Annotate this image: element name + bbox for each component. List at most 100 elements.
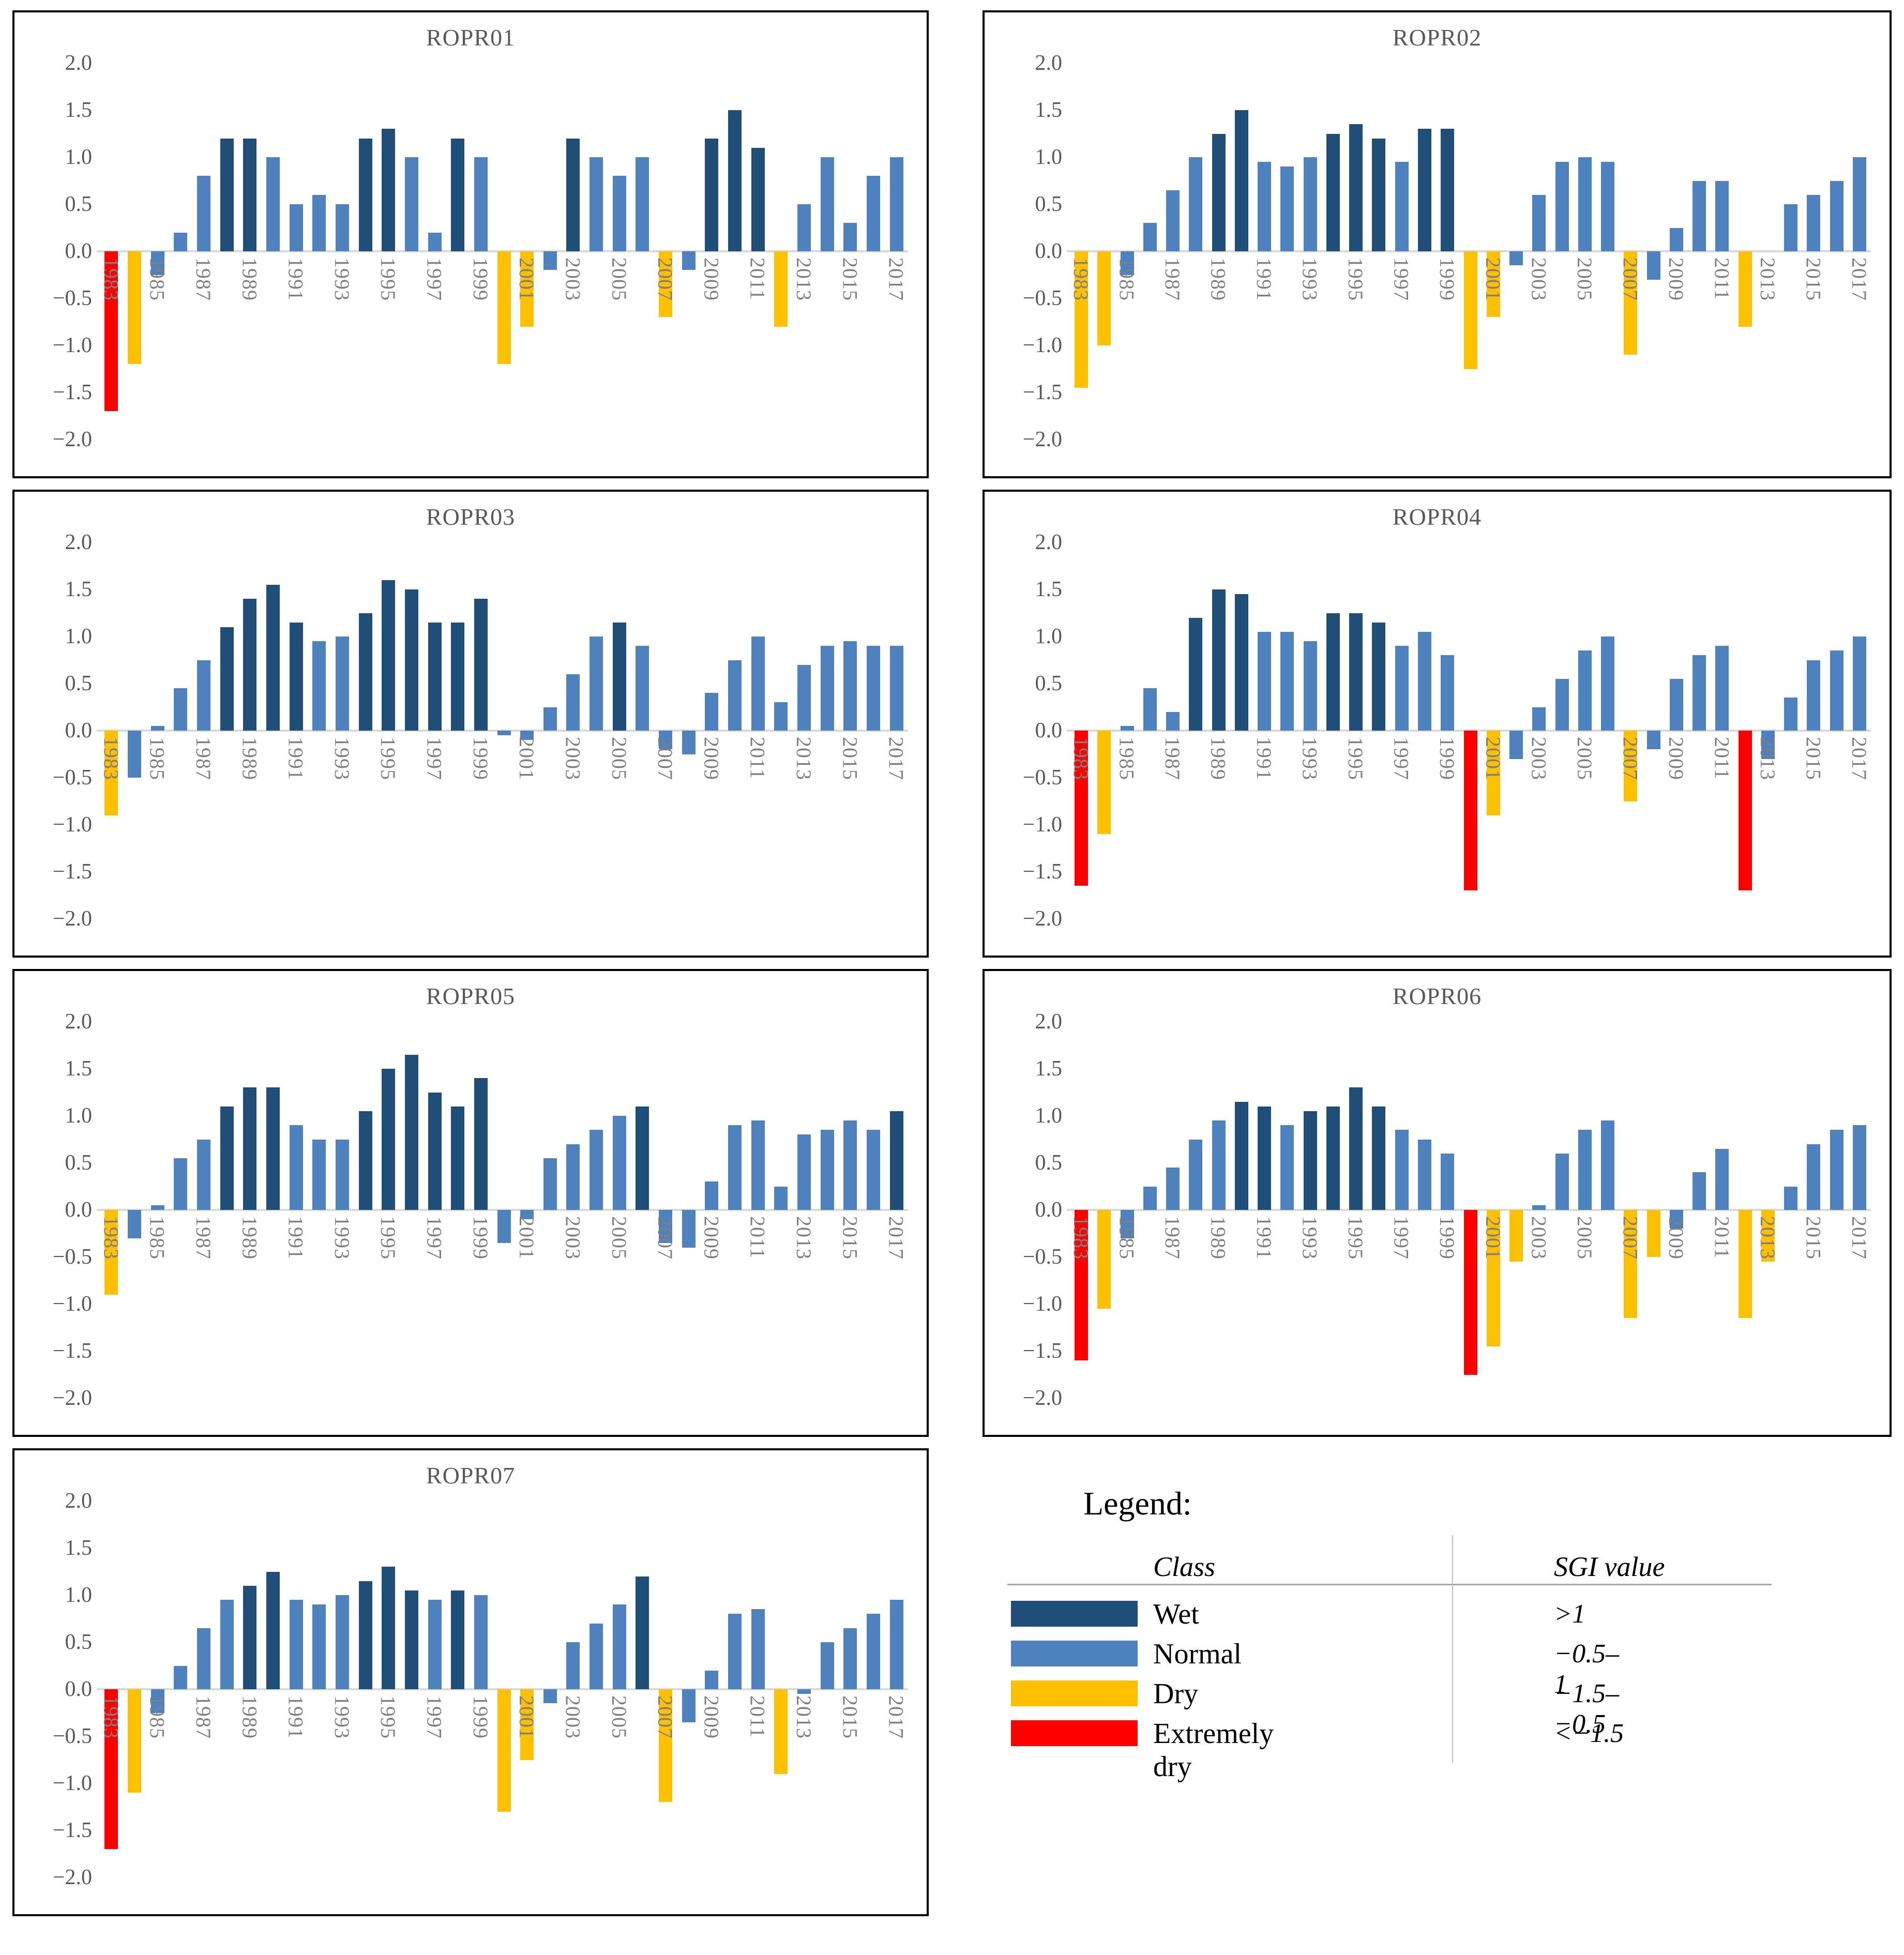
bar-1991 [289, 1125, 303, 1210]
y-tick-label: 0.5 [1035, 672, 1063, 695]
bar-1989 [243, 599, 257, 731]
bar-2012 [774, 1186, 788, 1210]
bar-2004 [590, 157, 603, 251]
bar-1987 [197, 1139, 210, 1210]
bar-2014 [820, 1642, 834, 1689]
x-tick-label-2009: 2009 [700, 257, 723, 301]
bar-2008 [682, 1689, 696, 1722]
bar-1997 [1395, 162, 1409, 251]
bar-1996 [404, 1054, 418, 1210]
y-tick-label: −1.0 [52, 1292, 92, 1316]
y-tick-label: 0.0 [1035, 719, 1063, 742]
y-tick-label: −0.5 [52, 1245, 92, 1269]
y-tick-label: −0.5 [1022, 286, 1062, 310]
bar-2004 [1555, 678, 1569, 731]
y-tick-label: 2.0 [65, 51, 93, 75]
bar-1991 [289, 204, 303, 251]
y-tick-label: 1.0 [1035, 625, 1063, 648]
x-tick-label-2011: 2011 [1710, 737, 1734, 780]
bar-1983 [104, 731, 118, 815]
bar-1994 [1326, 613, 1340, 731]
x-tick-label-1989: 1989 [1206, 1216, 1230, 1260]
bar-2006 [1601, 162, 1615, 251]
bar-1983 [1075, 251, 1089, 388]
bar-2009 [705, 1670, 719, 1689]
bar-2013 [1761, 1210, 1775, 1262]
bar-1989 [243, 1585, 257, 1689]
y-tick-label: −1.5 [1022, 860, 1062, 884]
x-tick-label-1985: 1985 [145, 737, 169, 780]
bar-2002 [543, 1689, 557, 1704]
x-tick-label-2011: 2011 [746, 737, 769, 780]
wet-color-swatch [1011, 1601, 1138, 1627]
x-tick-label-2007: 2007 [1619, 737, 1642, 780]
bar-1993 [1303, 157, 1317, 251]
x-tick-label-2015: 2015 [838, 257, 862, 301]
bar-1992 [312, 641, 326, 731]
bar-2004 [590, 1130, 603, 1210]
y-tick-label: −0.5 [1022, 1245, 1062, 1269]
y-tick-label: −1.0 [52, 334, 92, 357]
bar-2017 [889, 646, 903, 731]
y-tick-label: 1.0 [65, 145, 93, 169]
bar-1989 [243, 138, 257, 251]
bar-1995 [1349, 1087, 1363, 1210]
x-tick-label-1983: 1983 [99, 737, 123, 780]
x-tick-label-2005: 2005 [1573, 1216, 1596, 1260]
bar-1997 [428, 1092, 442, 1210]
bar-1986 [174, 1158, 188, 1210]
bar-1996 [1372, 138, 1386, 251]
x-tick-label-1999: 1999 [1435, 257, 1459, 301]
bar-1987 [1166, 1168, 1180, 1210]
x-tick-label-2001: 2001 [515, 737, 539, 780]
x-tick-label-2017: 2017 [884, 1216, 908, 1260]
y-tick-label: 0.5 [1035, 1151, 1063, 1175]
x-tick-label-2011: 2011 [746, 1695, 769, 1738]
x-tick-label-1993: 1993 [1298, 1216, 1322, 1260]
bar-1995 [382, 1567, 396, 1689]
bar-2004 [590, 636, 603, 731]
legend-value-dry: −1.5–−0.5 [1554, 1679, 1620, 1739]
bar-1996 [404, 157, 418, 251]
bar-2008 [1646, 251, 1660, 280]
bar-2015 [843, 223, 857, 251]
bar-2000 [497, 731, 511, 736]
bar-2003 [566, 674, 580, 731]
y-tick-label: 2.0 [1035, 1010, 1063, 1034]
bar-1983 [1075, 731, 1089, 886]
y-tick-label: −0.5 [52, 286, 92, 310]
bar-2006 [1601, 1120, 1615, 1210]
x-tick-label-2005: 2005 [1573, 737, 1596, 780]
bar-2014 [1784, 698, 1798, 731]
bar-1992 [312, 1604, 326, 1689]
x-tick-label-2005: 2005 [607, 1695, 631, 1739]
bar-2003 [1532, 194, 1546, 251]
x-tick-label-1991: 1991 [284, 257, 308, 301]
y-tick-label: 2.0 [1035, 531, 1063, 554]
x-tick-label-2011: 2011 [1710, 1216, 1734, 1259]
bar-2002 [1509, 731, 1523, 759]
bar-2017 [1852, 157, 1866, 251]
y-tick-label: 0.0 [65, 1677, 93, 1701]
bar-1996 [404, 1590, 418, 1689]
bar-2005 [612, 622, 626, 731]
bar-2003 [566, 1642, 580, 1689]
bar-2016 [867, 176, 880, 251]
y-tick-label: 0.5 [65, 1630, 93, 1654]
bar-2005 [612, 1604, 626, 1689]
bar-2002 [1509, 1210, 1523, 1262]
bar-2001 [520, 1210, 534, 1220]
bar-1999 [474, 1595, 488, 1689]
bar-1986 [174, 232, 188, 251]
bar-2000 [1463, 731, 1477, 891]
x-tick-label-2009: 2009 [700, 1695, 723, 1739]
x-tick-label-2009: 2009 [1664, 737, 1688, 780]
bar-2005 [612, 1116, 626, 1210]
legend-label-normal: Normal [1153, 1638, 1242, 1670]
bar-1990 [266, 157, 280, 251]
x-tick-label-1995: 1995 [376, 1216, 400, 1260]
bar-2012 [774, 1689, 788, 1774]
bar-1988 [220, 627, 234, 731]
bar-1995 [1349, 613, 1363, 731]
bar-2017 [889, 1600, 903, 1689]
